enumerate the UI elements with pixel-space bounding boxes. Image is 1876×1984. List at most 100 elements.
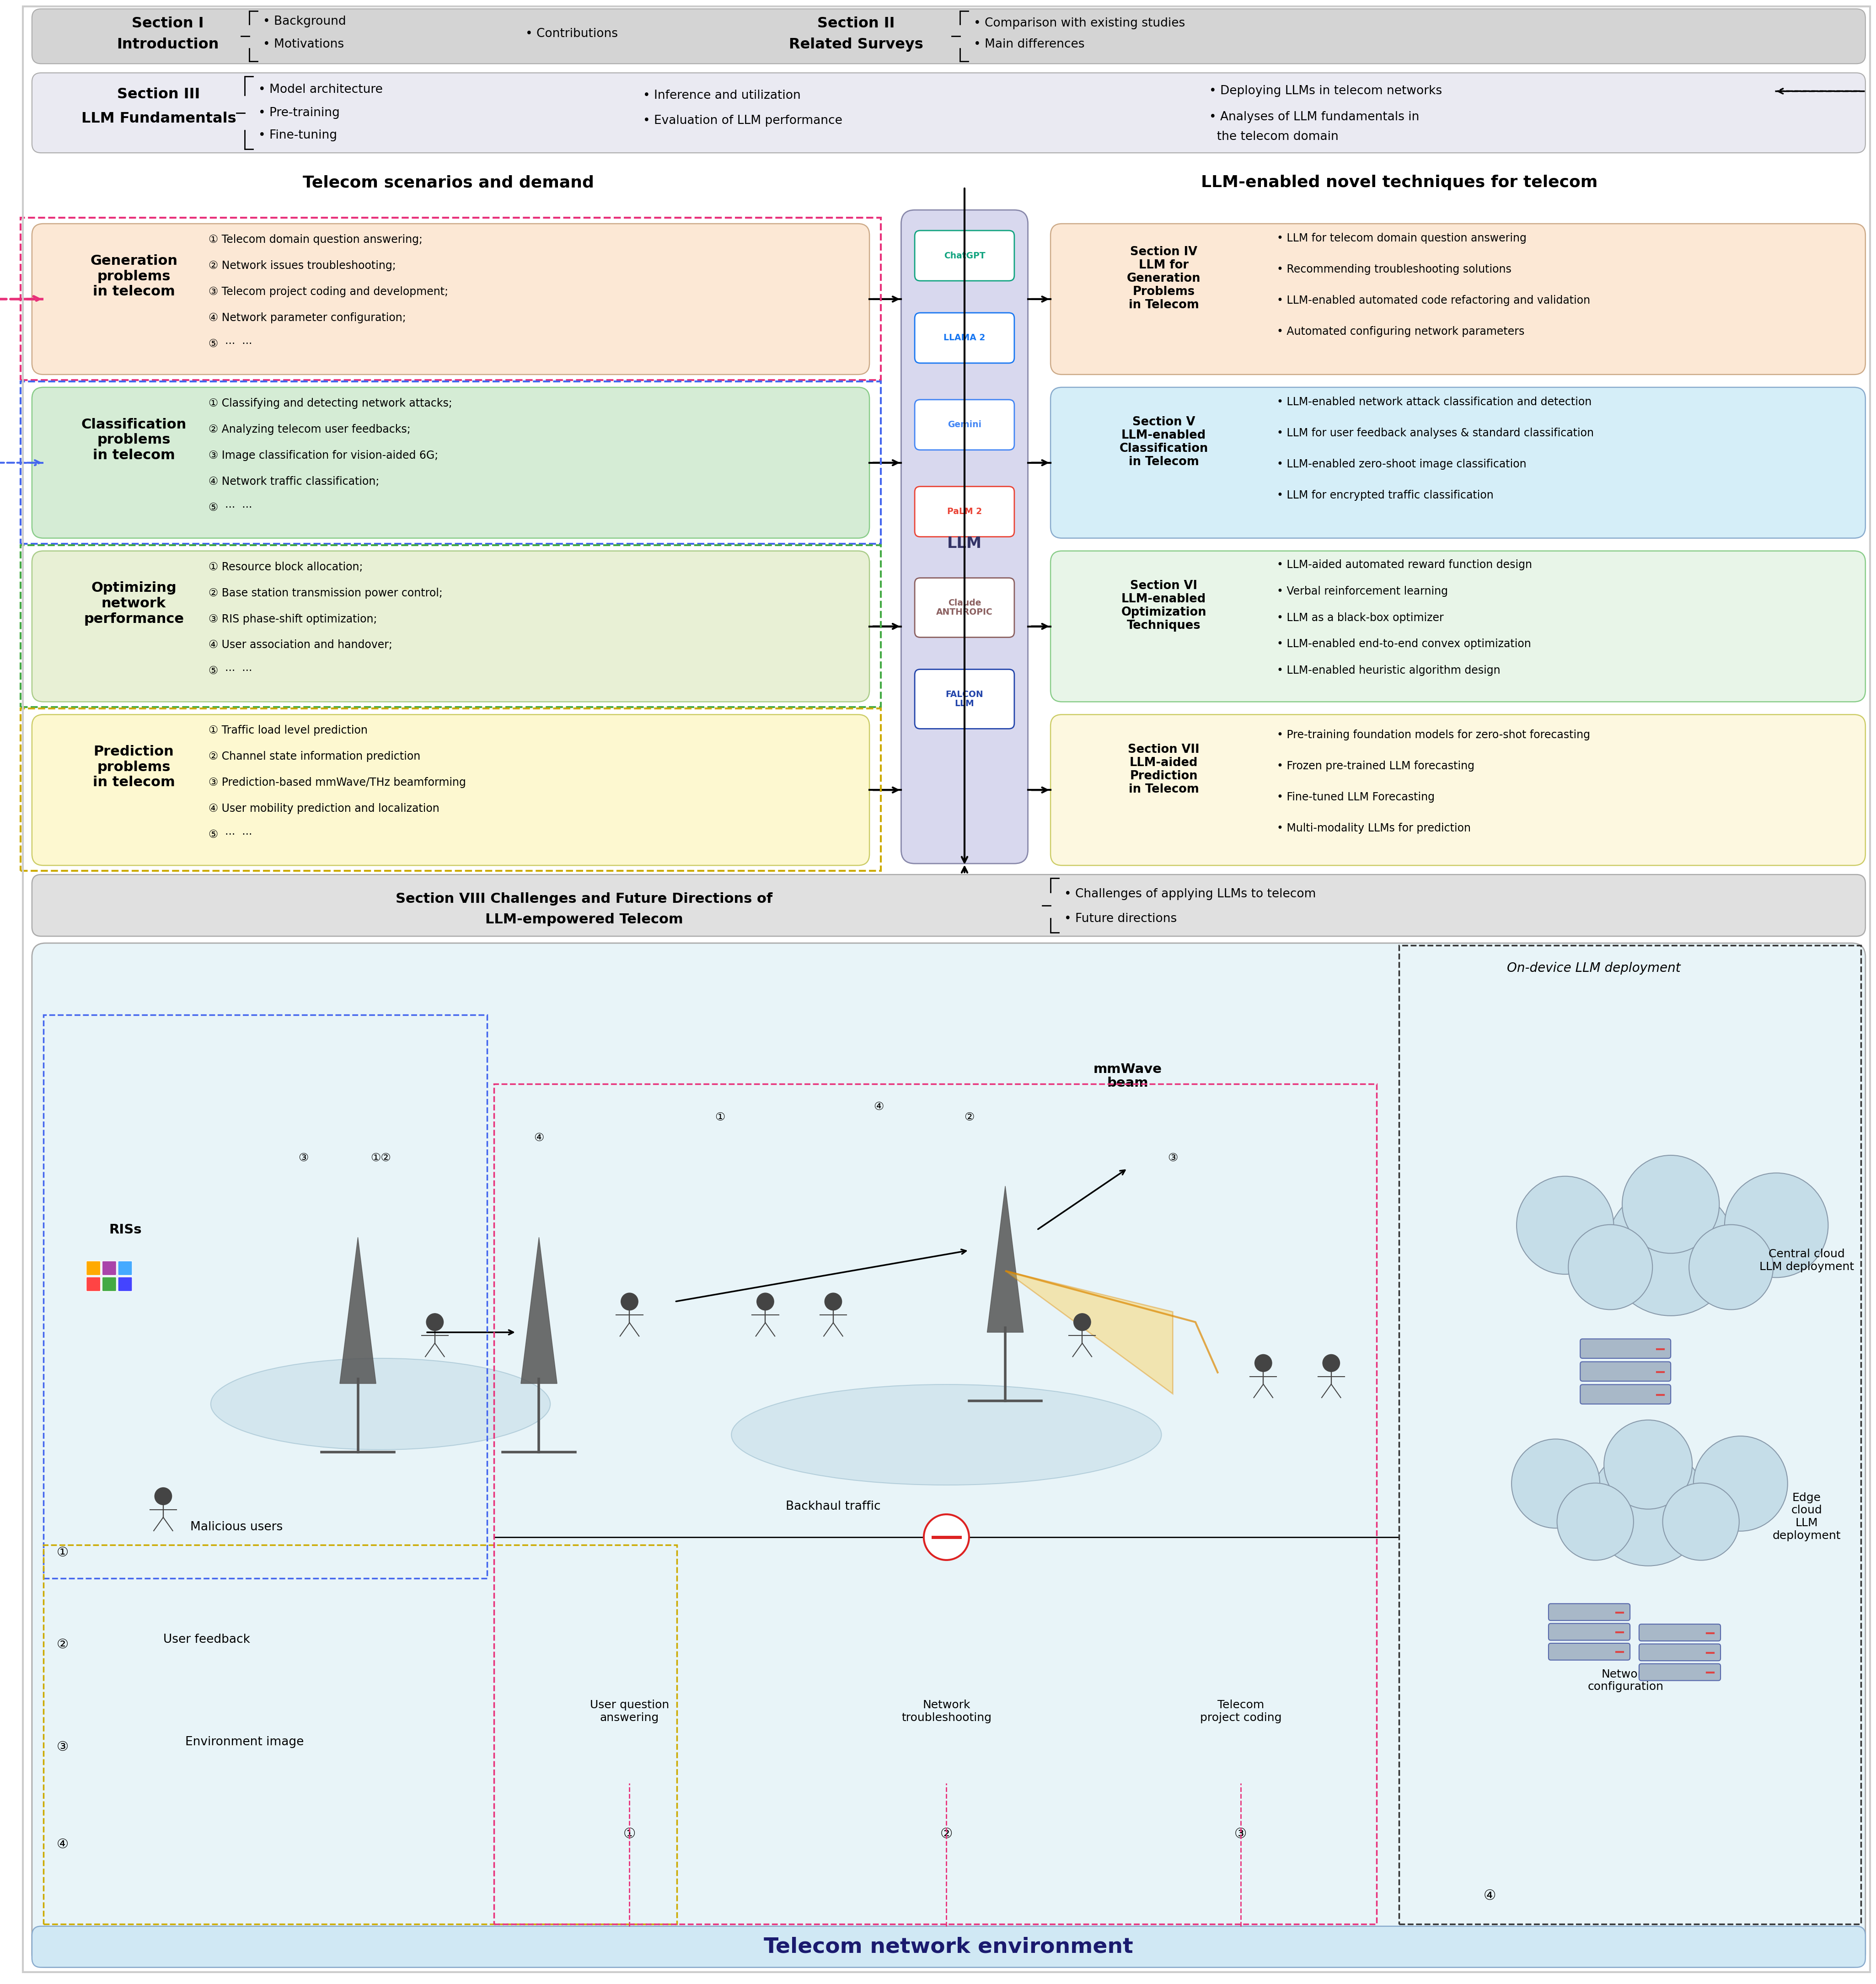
Text: ①: ① bbox=[623, 1827, 636, 1841]
Polygon shape bbox=[1006, 1272, 1172, 1395]
Text: ④ Network traffic classification;: ④ Network traffic classification; bbox=[208, 476, 379, 486]
Text: ② Analyzing telecom user feedbacks;: ② Analyzing telecom user feedbacks; bbox=[208, 425, 411, 434]
Text: • LLM-enabled end-to-end convex optimization: • LLM-enabled end-to-end convex optimiza… bbox=[1278, 639, 1531, 649]
Text: • Frozen pre-trained LLM forecasting: • Frozen pre-trained LLM forecasting bbox=[1278, 760, 1475, 772]
FancyBboxPatch shape bbox=[32, 942, 1865, 1968]
Text: LLM-enabled novel techniques for telecom: LLM-enabled novel techniques for telecom bbox=[1201, 175, 1598, 190]
Bar bbox=[21, 708, 880, 871]
FancyBboxPatch shape bbox=[86, 1262, 101, 1276]
Circle shape bbox=[1688, 1224, 1773, 1309]
Text: Generation
problems
in telecom: Generation problems in telecom bbox=[90, 254, 178, 298]
Text: ③: ③ bbox=[1234, 1827, 1248, 1841]
Bar bbox=[21, 381, 880, 544]
FancyBboxPatch shape bbox=[915, 486, 1015, 538]
Text: ③ RIS phase-shift optimization;: ③ RIS phase-shift optimization; bbox=[208, 613, 377, 625]
FancyBboxPatch shape bbox=[32, 552, 869, 702]
Text: Introduction: Introduction bbox=[116, 38, 219, 52]
FancyBboxPatch shape bbox=[1580, 1361, 1672, 1381]
Text: • Pre-training foundation models for zero-shot forecasting: • Pre-training foundation models for zer… bbox=[1278, 730, 1591, 740]
Text: ④: ④ bbox=[1484, 1889, 1495, 1903]
Circle shape bbox=[621, 1294, 638, 1309]
Bar bbox=[21, 546, 880, 706]
Text: ④ User mobility prediction and localization: ④ User mobility prediction and localizat… bbox=[208, 804, 439, 813]
FancyBboxPatch shape bbox=[32, 8, 1865, 63]
FancyBboxPatch shape bbox=[101, 1262, 116, 1276]
Ellipse shape bbox=[210, 1359, 550, 1450]
Text: • Multi-modality LLMs for prediction: • Multi-modality LLMs for prediction bbox=[1278, 823, 1471, 833]
Text: • LLM for user feedback analyses & standard classification: • LLM for user feedback analyses & stand… bbox=[1278, 427, 1595, 438]
Text: ③: ③ bbox=[298, 1153, 310, 1165]
Text: Claude
ANTHROPIC: Claude ANTHROPIC bbox=[936, 599, 992, 617]
FancyBboxPatch shape bbox=[1580, 1385, 1672, 1405]
Text: • LLM-enabled network attack classification and detection: • LLM-enabled network attack classificat… bbox=[1278, 397, 1591, 407]
Text: • Analyses of LLM fundamentals in: • Analyses of LLM fundamentals in bbox=[1208, 111, 1418, 123]
Text: • Challenges of applying LLMs to telecom: • Challenges of applying LLMs to telecom bbox=[1064, 889, 1315, 901]
Text: Gemini: Gemini bbox=[947, 421, 981, 429]
Text: Section I: Section I bbox=[131, 16, 204, 30]
Text: Telecom scenarios and demand: Telecom scenarios and demand bbox=[302, 175, 595, 190]
Text: • LLM-enabled heuristic algorithm design: • LLM-enabled heuristic algorithm design bbox=[1278, 665, 1501, 677]
Text: ③: ③ bbox=[1167, 1153, 1178, 1165]
FancyBboxPatch shape bbox=[32, 875, 1865, 936]
FancyBboxPatch shape bbox=[32, 714, 869, 865]
Text: Section IV
LLM for
Generation
Problems
in Telecom: Section IV LLM for Generation Problems i… bbox=[1127, 246, 1201, 311]
Text: ④: ④ bbox=[874, 1101, 884, 1113]
Bar bbox=[493, 1083, 1377, 1924]
FancyBboxPatch shape bbox=[1051, 552, 1865, 702]
Text: Malicious users: Malicious users bbox=[189, 1522, 283, 1534]
Text: ② Channel state information prediction: ② Channel state information prediction bbox=[208, 752, 420, 762]
Text: ②: ② bbox=[56, 1639, 69, 1651]
Text: PaLM 2: PaLM 2 bbox=[947, 508, 981, 516]
Text: • Motivations: • Motivations bbox=[263, 38, 343, 50]
FancyBboxPatch shape bbox=[915, 230, 1015, 282]
Text: ③: ③ bbox=[56, 1740, 69, 1754]
Text: Section VI
LLM-enabled
Optimization
Techniques: Section VI LLM-enabled Optimization Tech… bbox=[1122, 579, 1206, 631]
FancyBboxPatch shape bbox=[900, 210, 1028, 863]
FancyBboxPatch shape bbox=[1640, 1625, 1720, 1641]
Text: Section II: Section II bbox=[818, 16, 895, 30]
Text: ③ Image classification for vision-aided 6G;: ③ Image classification for vision-aided … bbox=[208, 450, 439, 460]
FancyBboxPatch shape bbox=[1640, 1645, 1720, 1661]
Text: • Future directions: • Future directions bbox=[1064, 913, 1176, 925]
Circle shape bbox=[1323, 1355, 1339, 1371]
Text: • Deploying LLMs in telecom networks: • Deploying LLMs in telecom networks bbox=[1208, 85, 1443, 97]
Text: • LLM for telecom domain question answering: • LLM for telecom domain question answer… bbox=[1278, 232, 1527, 244]
Text: ⑤  ···  ···: ⑤ ··· ··· bbox=[208, 829, 251, 841]
Polygon shape bbox=[522, 1238, 557, 1383]
Text: ChatGPT: ChatGPT bbox=[944, 252, 985, 260]
Text: User question
answering: User question answering bbox=[589, 1700, 670, 1724]
Text: • LLM-enabled zero-shoot image classification: • LLM-enabled zero-shoot image classific… bbox=[1278, 458, 1527, 470]
Text: • Automated configuring network parameters: • Automated configuring network paramete… bbox=[1278, 325, 1525, 337]
FancyBboxPatch shape bbox=[915, 669, 1015, 728]
FancyBboxPatch shape bbox=[32, 73, 1865, 153]
Text: • LLM as a black-box optimizer: • LLM as a black-box optimizer bbox=[1278, 613, 1445, 623]
FancyBboxPatch shape bbox=[1051, 224, 1865, 375]
Text: Prediction
problems
in telecom: Prediction problems in telecom bbox=[92, 746, 174, 790]
Text: Section VII
LLM-aided
Prediction
in Telecom: Section VII LLM-aided Prediction in Tele… bbox=[1127, 744, 1199, 796]
Text: • Fine-tuning: • Fine-tuning bbox=[259, 129, 338, 141]
Text: the telecom domain: the telecom domain bbox=[1208, 131, 1338, 143]
Circle shape bbox=[1557, 1484, 1634, 1559]
FancyBboxPatch shape bbox=[101, 1278, 116, 1292]
Text: ③ Prediction-based mmWave/THz beamforming: ③ Prediction-based mmWave/THz beamformin… bbox=[208, 778, 465, 788]
Text: Optimizing
network
performance: Optimizing network performance bbox=[84, 581, 184, 625]
Text: • Main differences: • Main differences bbox=[974, 38, 1084, 50]
Text: • Verbal reinforcement learning: • Verbal reinforcement learning bbox=[1278, 585, 1448, 597]
Circle shape bbox=[1516, 1177, 1613, 1274]
Text: ①②: ①② bbox=[370, 1153, 390, 1165]
Text: On-device LLM deployment: On-device LLM deployment bbox=[1506, 962, 1681, 974]
Circle shape bbox=[825, 1294, 842, 1309]
Text: User feedback: User feedback bbox=[163, 1633, 250, 1645]
Bar bbox=[21, 218, 880, 381]
Text: • Recommending troubleshooting solutions: • Recommending troubleshooting solutions bbox=[1278, 264, 1512, 276]
Circle shape bbox=[1255, 1355, 1272, 1371]
Text: LLAMA 2: LLAMA 2 bbox=[944, 333, 985, 343]
Circle shape bbox=[1512, 1438, 1600, 1528]
Text: ② Network issues troubleshooting;: ② Network issues troubleshooting; bbox=[208, 260, 396, 272]
Text: ① Traffic load level prediction: ① Traffic load level prediction bbox=[208, 724, 368, 736]
Text: ①: ① bbox=[715, 1111, 726, 1123]
Ellipse shape bbox=[732, 1385, 1161, 1484]
Text: Environment image: Environment image bbox=[186, 1736, 304, 1748]
Text: ②: ② bbox=[964, 1111, 974, 1123]
Text: ③ Telecom project coding and development;: ③ Telecom project coding and development… bbox=[208, 286, 448, 298]
